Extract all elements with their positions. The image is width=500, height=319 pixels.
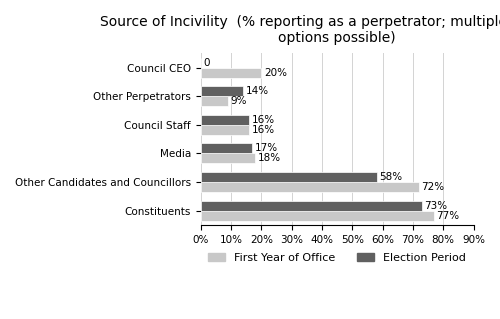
Bar [201, 172, 376, 182]
Text: 18%: 18% [258, 153, 281, 163]
Legend: First Year of Office, Election Period: First Year of Office, Election Period [204, 248, 470, 267]
Text: 9%: 9% [230, 96, 247, 106]
Text: 0: 0 [204, 58, 210, 68]
Text: 16%: 16% [252, 115, 275, 125]
Text: 16%: 16% [252, 125, 275, 135]
Text: 77%: 77% [436, 211, 460, 220]
Bar [201, 153, 256, 163]
Bar [201, 125, 250, 135]
Bar [201, 115, 250, 125]
Bar [201, 211, 434, 220]
Bar [201, 68, 262, 78]
Bar [201, 201, 422, 211]
Text: 14%: 14% [246, 86, 269, 96]
Text: 20%: 20% [264, 68, 287, 78]
Text: 72%: 72% [422, 182, 444, 192]
Text: 73%: 73% [424, 201, 448, 211]
Bar [201, 96, 228, 106]
Bar [201, 182, 419, 192]
Text: 58%: 58% [379, 172, 402, 182]
Title: Source of Incivility  (% reporting as a perpetrator; multiple response
options p: Source of Incivility (% reporting as a p… [100, 15, 500, 45]
Bar [201, 86, 244, 96]
Bar [201, 143, 252, 153]
Text: 17%: 17% [255, 143, 278, 153]
